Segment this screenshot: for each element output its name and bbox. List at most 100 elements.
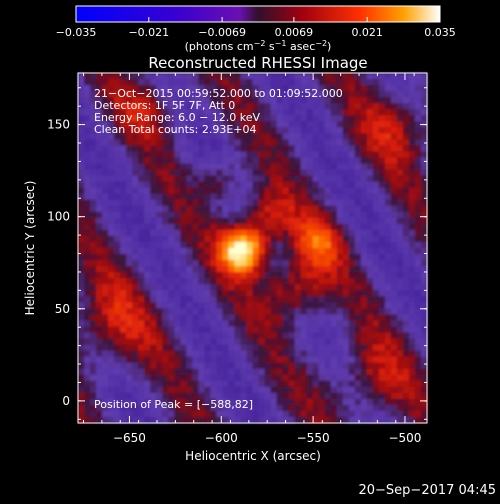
heatmap-cell (336, 217, 344, 225)
heatmap-cell (384, 151, 392, 158)
heatmap-cell (270, 103, 277, 110)
heatmap-cell (126, 157, 133, 164)
heatmap-cell (300, 85, 308, 92)
heatmap-cell (222, 205, 229, 213)
heatmap-cell (330, 350, 338, 358)
heatmap-cell (90, 133, 97, 140)
heatmap-cell (186, 374, 193, 382)
heatmap-cell (150, 374, 157, 382)
heatmap-cell (150, 248, 157, 255)
heatmap-cell (402, 332, 410, 339)
heatmap-cell (372, 272, 380, 279)
heatmap-cell (210, 332, 217, 339)
heatmap-cell (108, 302, 115, 309)
heatmap-cell (264, 175, 271, 183)
heatmap-cell (264, 302, 271, 309)
heatmap-cell (336, 254, 344, 261)
heatmap-cell (156, 362, 163, 370)
heatmap-cell (396, 85, 404, 92)
heatmap-cell (288, 392, 296, 400)
heatmap-cell (132, 199, 139, 207)
heatmap-cell (282, 223, 290, 231)
heatmap-cell (306, 332, 314, 339)
heatmap-cell (306, 350, 314, 358)
heatmap-cell (78, 145, 85, 152)
heatmap-cell (258, 175, 265, 183)
heatmap-cell (330, 97, 338, 104)
heatmap-cell (180, 211, 187, 219)
heatmap-cell (384, 398, 392, 406)
heatmap-cell (384, 79, 392, 86)
heatmap-cell (210, 211, 217, 219)
heatmap-cell (366, 338, 374, 345)
heatmap-cell (336, 121, 344, 128)
heatmap-cell (270, 338, 277, 345)
heatmap-cell (384, 314, 392, 321)
heatmap-cell (210, 79, 217, 86)
heatmap-cell (132, 314, 139, 321)
heatmap-cell (354, 272, 362, 279)
heatmap-cell (420, 223, 428, 231)
heatmap-cell (186, 356, 193, 364)
heatmap-cell (366, 356, 374, 364)
heatmap-cell (276, 386, 283, 394)
heatmap-cell (132, 326, 139, 333)
heatmap-cell (288, 284, 296, 291)
heatmap-cell (192, 326, 199, 333)
heatmap-cell (366, 410, 374, 418)
heatmap-cell (372, 241, 380, 249)
heatmap-cell (264, 199, 271, 207)
heatmap-cell (96, 229, 103, 237)
heatmap-cell (360, 266, 368, 273)
heatmap-cell (414, 205, 422, 213)
heatmap-cell (270, 404, 277, 412)
heatmap-cell (204, 199, 211, 207)
heatmap-cell (186, 235, 193, 243)
heatmap-cell (84, 163, 91, 170)
heatmap-cell (330, 85, 338, 92)
heatmap-cell (102, 416, 109, 424)
heatmap-cell (150, 241, 157, 249)
heatmap-cell (264, 187, 271, 195)
heatmap-cell (198, 362, 205, 370)
heatmap-cell (264, 308, 271, 315)
heatmap-cell (324, 380, 332, 388)
heatmap-cell (342, 169, 350, 176)
heatmap-cell (408, 181, 416, 189)
heatmap-cell (186, 139, 193, 146)
heatmap-cell (114, 290, 121, 297)
heatmap-cell (258, 326, 265, 333)
heatmap-cell (204, 326, 211, 333)
heatmap-cell (192, 320, 199, 327)
heatmap-cell (162, 368, 169, 376)
heatmap-cell (420, 368, 428, 376)
heatmap-cell (312, 314, 320, 321)
heatmap-cell (186, 205, 193, 213)
heatmap-cell (138, 151, 145, 158)
heatmap-cell (264, 121, 271, 128)
heatmap-cell (264, 296, 271, 303)
heatmap-cell (168, 241, 175, 249)
heatmap-cell (210, 121, 217, 128)
heatmap-cell (108, 326, 115, 333)
heatmap-cell (168, 374, 175, 382)
heatmap-cell (222, 181, 229, 189)
heatmap-cell (132, 163, 139, 170)
heatmap-cell (348, 229, 356, 237)
heatmap-cell (192, 386, 199, 394)
heatmap-cell (186, 296, 193, 303)
heatmap-cell (282, 290, 290, 297)
heatmap-cell (168, 127, 175, 134)
heatmap-cell (174, 157, 181, 164)
heatmap-cell (156, 350, 163, 358)
heatmap-cell (102, 356, 109, 364)
heatmap-cell (300, 217, 308, 225)
heatmap-cell (270, 290, 277, 297)
heatmap-cell (360, 386, 368, 394)
heatmap-cell (234, 97, 241, 104)
heatmap-cell (390, 356, 398, 364)
heatmap-cell (300, 235, 308, 243)
heatmap-cell (336, 175, 344, 183)
heatmap-cell (216, 272, 223, 279)
heatmap-cell (168, 380, 175, 388)
